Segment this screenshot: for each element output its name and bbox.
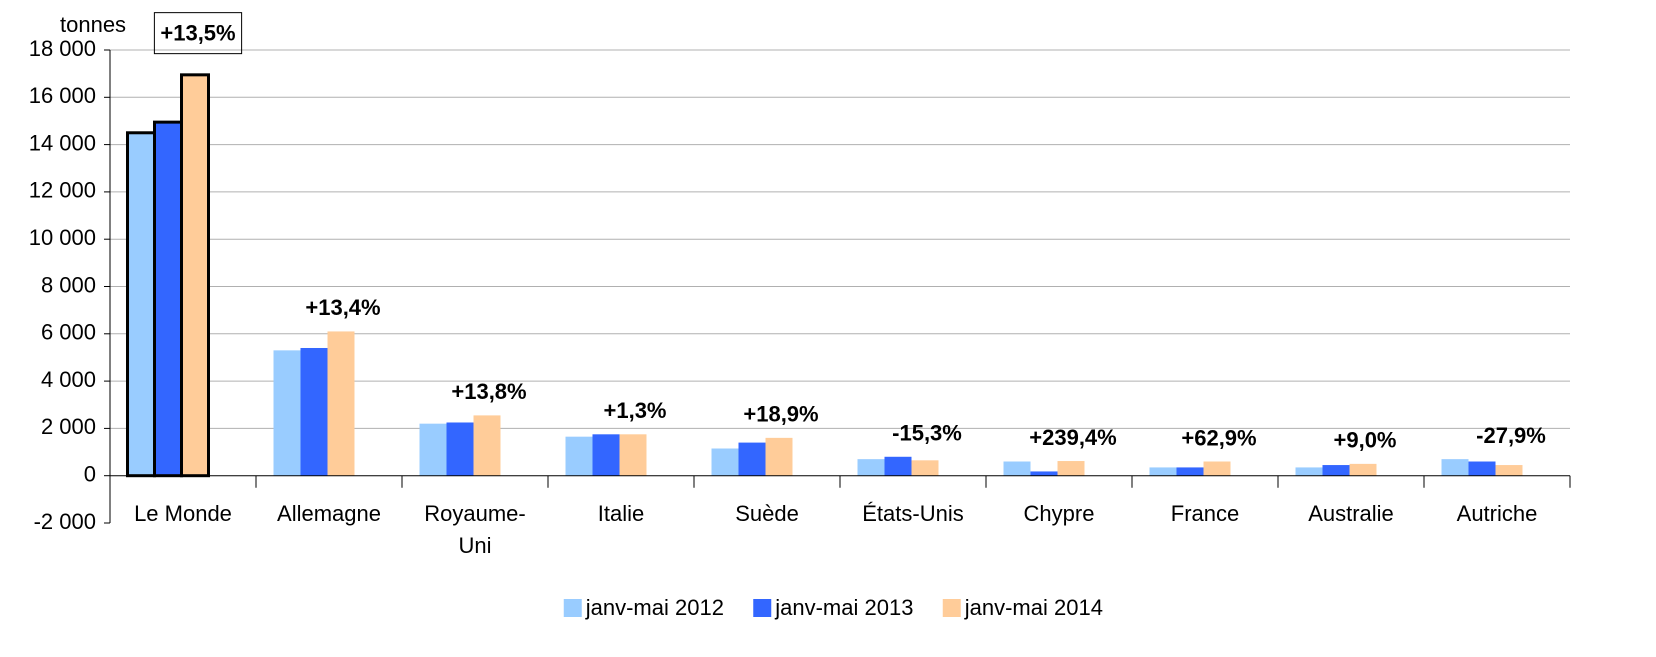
annotation: +18,9% bbox=[743, 402, 818, 427]
bar bbox=[1349, 463, 1377, 476]
y-axis-label: tonnes bbox=[60, 12, 126, 37]
y-tick-label: -2 000 bbox=[34, 509, 96, 534]
annotation: +1,3% bbox=[604, 398, 667, 423]
bar bbox=[1295, 467, 1323, 476]
legend-label: janv-mai 2012 bbox=[585, 595, 724, 620]
legend-label: janv-mai 2013 bbox=[774, 595, 913, 620]
y-tick-label: 18 000 bbox=[29, 36, 96, 61]
legend-swatch bbox=[563, 599, 582, 617]
bar bbox=[565, 436, 593, 476]
bar bbox=[911, 460, 939, 476]
annotation: +62,9% bbox=[1181, 425, 1256, 450]
bar bbox=[884, 456, 912, 476]
annotation: +239,4% bbox=[1029, 425, 1116, 450]
bar bbox=[1176, 467, 1204, 476]
bar bbox=[1030, 471, 1058, 476]
bar bbox=[592, 434, 620, 476]
bar bbox=[857, 459, 885, 476]
annotation: +13,4% bbox=[305, 295, 380, 320]
bar bbox=[153, 120, 183, 478]
y-tick-label: 10 000 bbox=[29, 225, 96, 250]
x-tick-label: Royaume-Uni bbox=[424, 500, 526, 558]
bar bbox=[738, 442, 766, 476]
y-tick-label: 0 bbox=[84, 462, 96, 487]
annotation: -15,3% bbox=[892, 421, 962, 446]
bar bbox=[1495, 465, 1523, 476]
y-tick-label: 2 000 bbox=[41, 414, 96, 439]
annotation: +13,8% bbox=[451, 379, 526, 404]
bar bbox=[446, 422, 474, 476]
bar bbox=[180, 73, 210, 478]
annotation: +13,5% bbox=[160, 21, 235, 46]
bar bbox=[1057, 461, 1085, 476]
annotation: -27,9% bbox=[1476, 423, 1546, 448]
legend-swatch bbox=[753, 599, 772, 617]
bar bbox=[273, 350, 301, 476]
x-tick-label: Allemagne bbox=[277, 500, 381, 526]
bar bbox=[711, 448, 739, 476]
bar bbox=[1203, 461, 1231, 476]
x-tick-label: Australie bbox=[1308, 500, 1394, 526]
bar bbox=[1322, 465, 1350, 476]
legend-label: janv-mai 2014 bbox=[964, 595, 1103, 620]
bar bbox=[1468, 461, 1496, 476]
legend-swatch bbox=[942, 599, 961, 617]
x-tick-label: Le Monde bbox=[134, 500, 232, 526]
y-tick-label: 6 000 bbox=[41, 320, 96, 345]
bar bbox=[300, 347, 328, 476]
y-tick-label: 12 000 bbox=[29, 178, 96, 203]
bar bbox=[1149, 467, 1177, 476]
y-tick-label: 16 000 bbox=[29, 83, 96, 108]
x-tick-label: Autriche bbox=[1456, 500, 1538, 526]
y-tick-label: 8 000 bbox=[41, 272, 96, 297]
bar bbox=[419, 423, 447, 476]
bar bbox=[765, 437, 793, 476]
annotation-box bbox=[153, 12, 243, 55]
x-tick-label: Suède bbox=[735, 500, 799, 526]
bar bbox=[327, 331, 355, 476]
y-tick-label: 14 000 bbox=[29, 130, 96, 155]
bar bbox=[1441, 459, 1469, 476]
annotation: +9,0% bbox=[1334, 428, 1397, 453]
x-tick-label: Italie bbox=[597, 500, 645, 526]
x-tick-label: France bbox=[1170, 500, 1240, 526]
bar bbox=[1003, 461, 1031, 476]
x-tick-label: États-Unis bbox=[862, 500, 964, 526]
bar bbox=[473, 415, 501, 476]
y-tick-label: 4 000 bbox=[41, 367, 96, 392]
bar bbox=[619, 434, 647, 476]
bar bbox=[126, 131, 156, 478]
x-tick-label: Chypre bbox=[1023, 500, 1095, 526]
